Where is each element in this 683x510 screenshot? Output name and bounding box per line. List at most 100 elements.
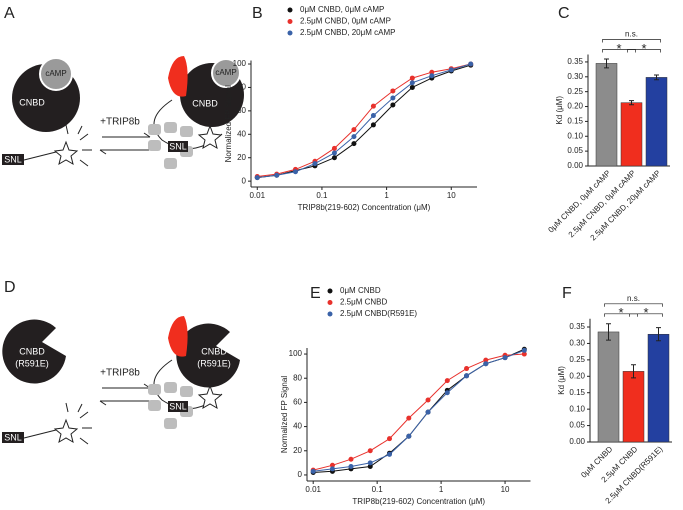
trip8b-shape	[168, 316, 188, 357]
camp-shape	[39, 57, 73, 91]
data-point	[464, 373, 470, 379]
legend-marker	[287, 30, 293, 36]
fluor-star	[197, 384, 223, 410]
data-point	[429, 73, 435, 79]
data-point	[310, 468, 316, 474]
x-tick-label: 0.01	[305, 485, 321, 494]
significance-label: n.s.	[625, 30, 638, 39]
y-tick-label: 40	[237, 129, 246, 138]
bar	[595, 63, 618, 167]
linker	[23, 429, 57, 439]
y-tick-label: 0.35	[567, 57, 583, 66]
legend-marker	[327, 311, 333, 317]
y-axis-label: Kd (μM)	[555, 96, 564, 125]
y-tick-label: 0.30	[567, 72, 583, 81]
snl-label: SNL	[169, 141, 187, 151]
significance-label: *	[641, 41, 646, 56]
y-tick-label: 20	[293, 446, 302, 455]
arrow-label: +TRIP8b	[100, 368, 140, 379]
legend-label: 0μM CNBD, 0μM cAMP	[300, 5, 384, 14]
data-point	[448, 67, 454, 73]
data-point	[425, 397, 431, 403]
fit-line	[313, 349, 525, 472]
y-tick-label: 0.30	[569, 339, 585, 348]
data-point	[468, 61, 474, 67]
snl-box	[168, 401, 188, 412]
data-point	[390, 102, 396, 108]
snl-box	[2, 154, 24, 165]
y-tick-label: 80	[293, 373, 302, 382]
panel-label: A	[4, 5, 15, 22]
y-axis-label: Normalized FP Signal	[280, 376, 289, 453]
legend-marker	[287, 19, 293, 24]
data-point	[386, 436, 392, 442]
data-point	[367, 448, 373, 454]
data-point	[406, 433, 412, 439]
significance-label: n.s.	[627, 294, 640, 303]
data-point	[312, 161, 318, 167]
data-point	[329, 466, 335, 472]
bar	[647, 333, 670, 443]
legend-marker	[327, 288, 333, 294]
x-tick-label: 10	[447, 191, 456, 200]
y-axis-label: Normalized FP Signal	[224, 85, 233, 162]
error-bar	[656, 327, 661, 342]
data-point	[406, 415, 412, 421]
significance-bracket	[604, 303, 663, 307]
arrow-label: +TRIP8b	[100, 117, 140, 128]
bar	[620, 102, 643, 167]
data-point	[331, 155, 337, 161]
y-tick-label: 80	[237, 83, 246, 92]
x-tick-label: 0.1	[316, 191, 328, 200]
mutant-label: (R591E)	[15, 358, 49, 368]
y-tick-label: 0.00	[569, 437, 585, 446]
cnbd-shape	[176, 323, 240, 388]
arrow-head	[99, 400, 107, 406]
cnbd-label: CNBD	[201, 346, 227, 356]
linker	[23, 151, 57, 161]
y-tick-label: 60	[237, 106, 246, 115]
y-tick-label: 0.10	[567, 131, 583, 140]
data-point	[386, 451, 392, 457]
snl-box	[2, 432, 24, 443]
y-tick-label: 0.15	[567, 117, 583, 126]
x-tick-label: 1	[439, 485, 444, 494]
y-tick-label: 100	[289, 349, 303, 358]
camp-shape	[211, 58, 241, 88]
data-point	[348, 456, 354, 462]
error-bar	[606, 323, 611, 341]
bar	[645, 77, 668, 167]
y-tick-label: 0	[298, 470, 303, 479]
snl-label: SNL	[169, 401, 187, 411]
fit-line	[257, 63, 471, 179]
cnbd-shape	[2, 319, 66, 384]
fluor-star	[53, 140, 79, 166]
tpr-domains	[148, 122, 193, 169]
legend-label: 2.5μM CNBD(R591E)	[340, 309, 417, 318]
data-point	[370, 122, 376, 128]
data-point	[370, 113, 376, 119]
panel-label: F	[562, 285, 572, 302]
x-tick-label: 10	[501, 485, 510, 494]
cnbd-label: CNBD	[192, 98, 218, 108]
legend-label: 2.5μM CNBD	[340, 298, 388, 307]
data-point	[483, 361, 489, 367]
data-point	[351, 134, 357, 140]
camp-label: cAMP	[215, 68, 236, 77]
significance-bracket	[629, 313, 663, 317]
legend-marker	[327, 300, 333, 305]
fit-line	[313, 348, 525, 473]
data-point	[521, 351, 527, 357]
y-tick-label: 0.25	[569, 355, 585, 364]
significance-bracket	[604, 313, 638, 317]
arrow-head	[143, 132, 151, 138]
y-tick-label: 0.05	[567, 146, 583, 155]
significance-label: *	[618, 305, 623, 320]
data-point	[502, 355, 508, 361]
error-bar	[631, 364, 636, 379]
y-tick-label: 0.00	[567, 161, 583, 170]
data-point	[409, 75, 415, 81]
data-point	[367, 460, 373, 466]
significance-label: *	[616, 41, 621, 56]
